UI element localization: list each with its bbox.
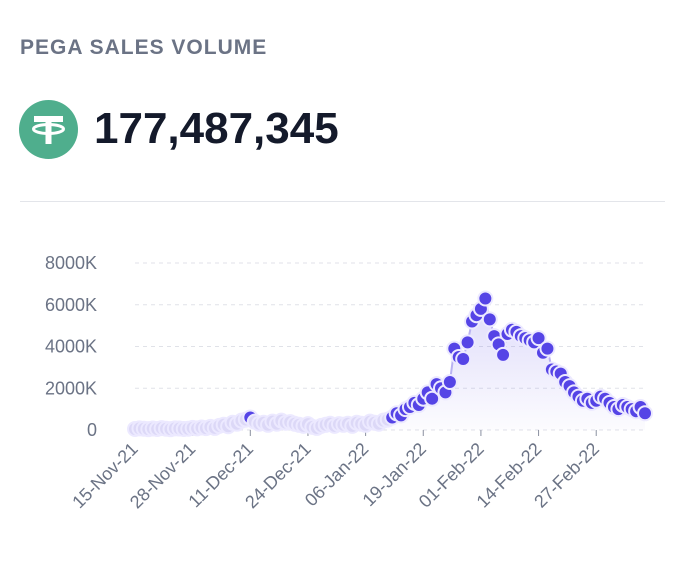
point <box>424 390 441 407</box>
point <box>637 405 653 422</box>
y-tick-label: 6000K <box>45 295 97 315</box>
point <box>441 373 458 390</box>
y-tick-label: 0 <box>87 420 97 440</box>
point <box>459 334 476 351</box>
total-volume: 177,487,345 <box>94 104 339 153</box>
tether-icon <box>19 100 78 159</box>
icon-glyph <box>32 116 65 144</box>
point <box>481 311 498 328</box>
y-tick-label: 8000K <box>45 253 97 273</box>
point <box>477 290 494 307</box>
y-tick-label: 4000K <box>45 337 97 357</box>
divider <box>20 201 665 202</box>
point <box>455 351 472 368</box>
y-tick-label: 2000K <box>45 378 97 398</box>
point <box>495 346 512 363</box>
point <box>530 330 547 347</box>
area <box>135 298 645 430</box>
title: PEGA SALES VOLUME <box>20 36 268 59</box>
chart: 02000K4000K6000K8000K15-Nov-2128-Nov-211… <box>45 253 653 512</box>
point <box>539 340 556 357</box>
